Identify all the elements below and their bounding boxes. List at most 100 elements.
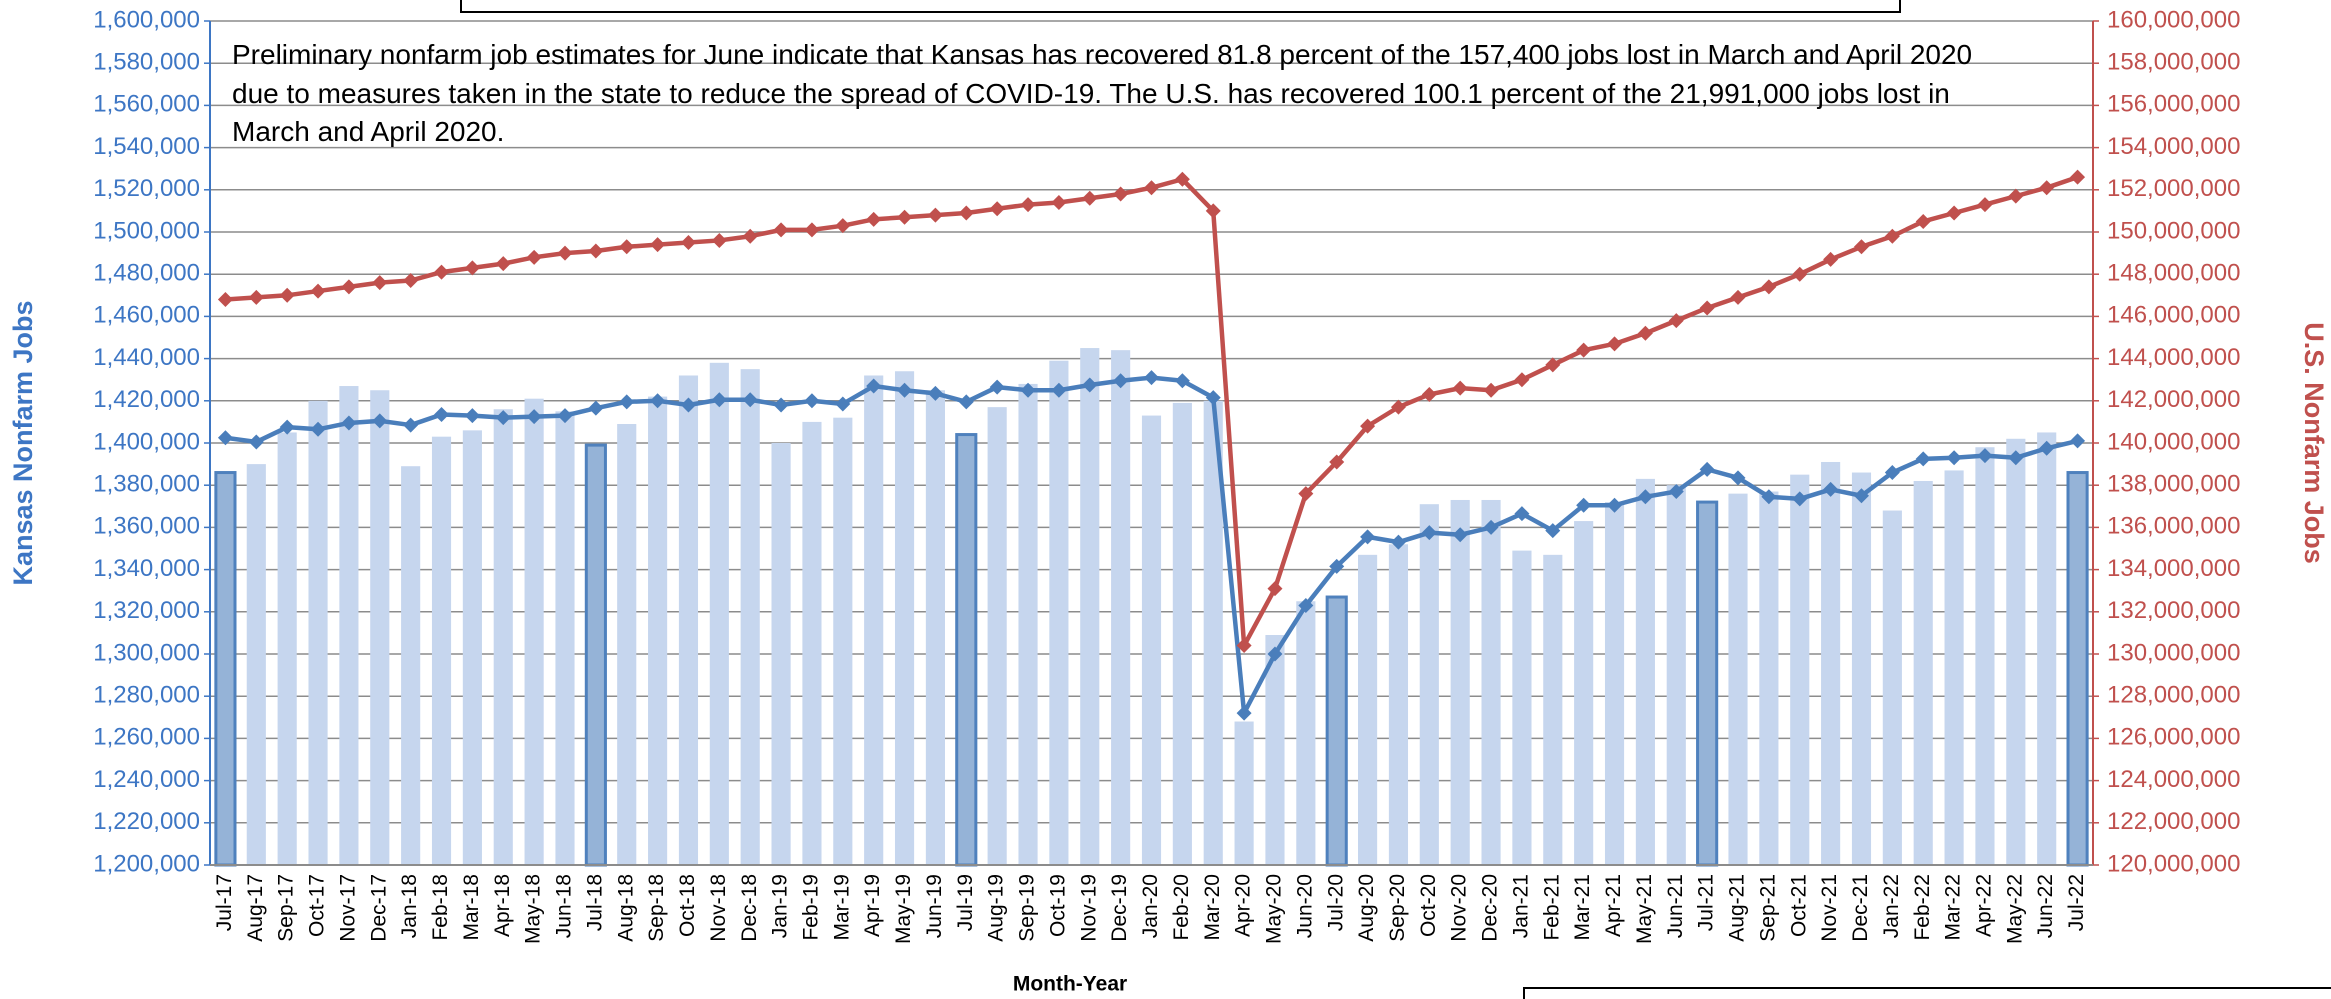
- x-tick-label: Dec-21: [1849, 874, 1872, 942]
- x-tick-label: Nov-21: [1818, 874, 1841, 942]
- marker: [927, 207, 943, 223]
- marker: [1360, 529, 1376, 545]
- marker: [526, 409, 542, 425]
- y2-tick-label: 136,000,000: [2107, 513, 2240, 540]
- bar: [740, 369, 760, 865]
- marker: [742, 392, 758, 408]
- marker: [1082, 377, 1098, 393]
- marker: [1174, 171, 1190, 187]
- y2-tick-label: 154,000,000: [2107, 133, 2240, 160]
- y-tick-label: 1,300,000: [93, 639, 200, 666]
- bar: [1111, 350, 1131, 865]
- marker: [1514, 372, 1530, 388]
- marker: [2039, 180, 2055, 196]
- bar: [1450, 499, 1470, 865]
- bottom-box: [1523, 987, 2331, 999]
- marker: [1823, 481, 1839, 497]
- marker: [1823, 251, 1839, 267]
- marker: [1360, 418, 1376, 434]
- x-tick-label: Dec-18: [738, 874, 761, 942]
- y2-tick-label: 158,000,000: [2107, 49, 2240, 76]
- bar: [1172, 402, 1192, 865]
- x-tick-label: Jul-22: [2065, 874, 2088, 931]
- bar: [955, 433, 978, 867]
- y-tick-label: 1,600,000: [93, 6, 200, 33]
- y-axis-title: Kansas Nonfarm Jobs: [8, 300, 38, 585]
- marker: [1853, 488, 1869, 504]
- marker: [835, 396, 851, 412]
- x-tick-label: Aug-17: [244, 874, 267, 942]
- marker: [804, 222, 820, 238]
- marker: [773, 222, 789, 238]
- bar: [524, 398, 544, 865]
- marker: [1977, 448, 1993, 464]
- x-tick-label: Mar-20: [1201, 874, 1224, 941]
- bar: [648, 396, 668, 865]
- marker: [1051, 194, 1067, 210]
- x-axis-title: Month-Year: [1013, 973, 1127, 996]
- marker: [341, 279, 357, 295]
- marker: [1236, 705, 1252, 721]
- marker: [1946, 205, 1962, 221]
- marker: [372, 413, 388, 429]
- y-tick-label: 1,580,000: [93, 49, 200, 76]
- y2-tick-label: 128,000,000: [2107, 682, 2240, 709]
- y2-tick-label: 126,000,000: [2107, 724, 2240, 751]
- bar: [2066, 471, 2089, 867]
- marker: [989, 201, 1005, 217]
- top-box: [460, 0, 1901, 13]
- bar: [1481, 499, 1501, 865]
- bar: [1821, 461, 1841, 865]
- bar: [678, 375, 699, 865]
- x-tick-label: Feb-22: [1911, 874, 1934, 941]
- bar: [1358, 554, 1378, 865]
- y-tick-label: 1,220,000: [93, 808, 200, 835]
- y-tick-label: 1,380,000: [93, 471, 200, 498]
- y-tick-label: 1,520,000: [93, 175, 200, 202]
- y-tick-label: 1,320,000: [93, 597, 200, 624]
- marker: [1144, 180, 1159, 196]
- marker: [1421, 525, 1437, 541]
- y2-tick-label: 150,000,000: [2107, 217, 2240, 244]
- x-tick-label: Mar-22: [1942, 874, 1965, 941]
- x-tick-label: Feb-19: [799, 874, 822, 941]
- bar: [1265, 635, 1285, 865]
- marker: [248, 289, 264, 305]
- y-tick-label: 1,240,000: [93, 766, 200, 793]
- marker: [217, 430, 233, 446]
- bar: [1913, 480, 1933, 865]
- bar: [1512, 550, 1532, 865]
- marker: [2070, 169, 2086, 185]
- x-tick-label: Jul-21: [1695, 874, 1718, 931]
- annotation-line: March and April 2020.: [232, 116, 504, 147]
- marker: [2070, 433, 2086, 449]
- y-tick-label: 1,200,000: [93, 850, 200, 877]
- marker: [1020, 382, 1036, 398]
- bar: [1975, 447, 1995, 865]
- marker: [1236, 638, 1252, 654]
- y-tick-label: 1,480,000: [93, 260, 200, 287]
- marker: [1267, 646, 1283, 662]
- bar: [555, 411, 575, 865]
- bar: [1574, 521, 1594, 865]
- marker: [1514, 506, 1530, 522]
- bar: [370, 390, 390, 865]
- marker: [279, 287, 295, 303]
- y-tick-label: 1,420,000: [93, 386, 200, 413]
- marker: [464, 408, 480, 424]
- marker: [1390, 534, 1406, 550]
- marker: [1452, 380, 1468, 396]
- bar: [1759, 491, 1779, 865]
- marker: [2008, 188, 2024, 204]
- marker: [1699, 461, 1715, 477]
- marker: [1298, 597, 1314, 613]
- bar: [584, 443, 607, 867]
- x-tick-label: Jun-18: [553, 874, 576, 938]
- x-tick-label: Feb-20: [1170, 874, 1193, 941]
- marker: [434, 264, 450, 280]
- marker: [742, 228, 758, 244]
- bar: [1018, 383, 1038, 865]
- bar: [925, 390, 945, 865]
- x-tick-label: Aug-21: [1726, 874, 1749, 942]
- bar: [2037, 432, 2057, 865]
